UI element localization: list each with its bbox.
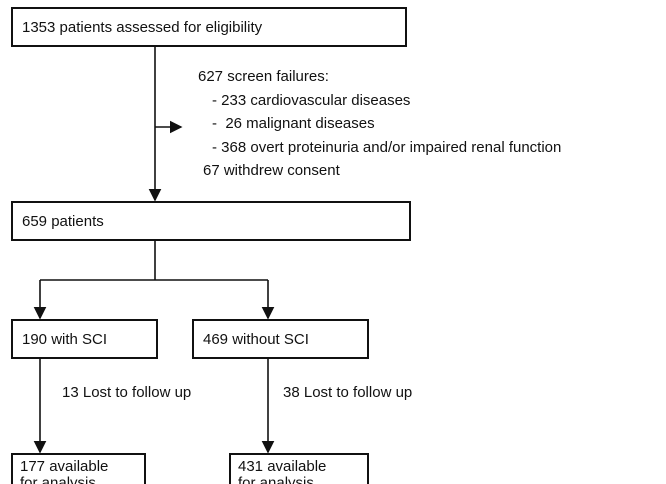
node-label: 190 with SCI <box>22 331 107 348</box>
node-label: for analysis <box>20 474 96 484</box>
node-label: 177 available <box>20 458 108 475</box>
box-analysis-1 <box>11 453 146 484</box>
exclusion-line: 627 screen failures: <box>198 68 329 85</box>
node-label: 1353 patients assessed for eligibility <box>22 19 263 36</box>
node-label: for analysis <box>238 474 314 484</box>
box-assessed <box>11 7 407 47</box>
exclusion-line: - 368 overt proteinuria and/or impaired … <box>212 139 561 156</box>
box-analysis-2 <box>229 453 369 484</box>
loss-label: 13 Lost to follow up <box>62 384 191 401</box>
exclusion-line: 67 withdrew consent <box>203 162 341 179</box>
box-patients <box>11 201 411 241</box>
node-label: 469 without SCI <box>203 331 309 348</box>
node-label: 659 patients <box>22 213 104 230</box>
exclusion-line: - 26 malignant diseases <box>212 115 375 132</box>
exclusion-line: - 233 cardiovascular diseases <box>212 92 410 109</box>
loss-label: 38 Lost to follow up <box>283 384 412 401</box>
box-with-sci <box>11 319 158 359</box>
node-label: 431 available <box>238 458 326 475</box>
box-without-sci <box>192 319 369 359</box>
